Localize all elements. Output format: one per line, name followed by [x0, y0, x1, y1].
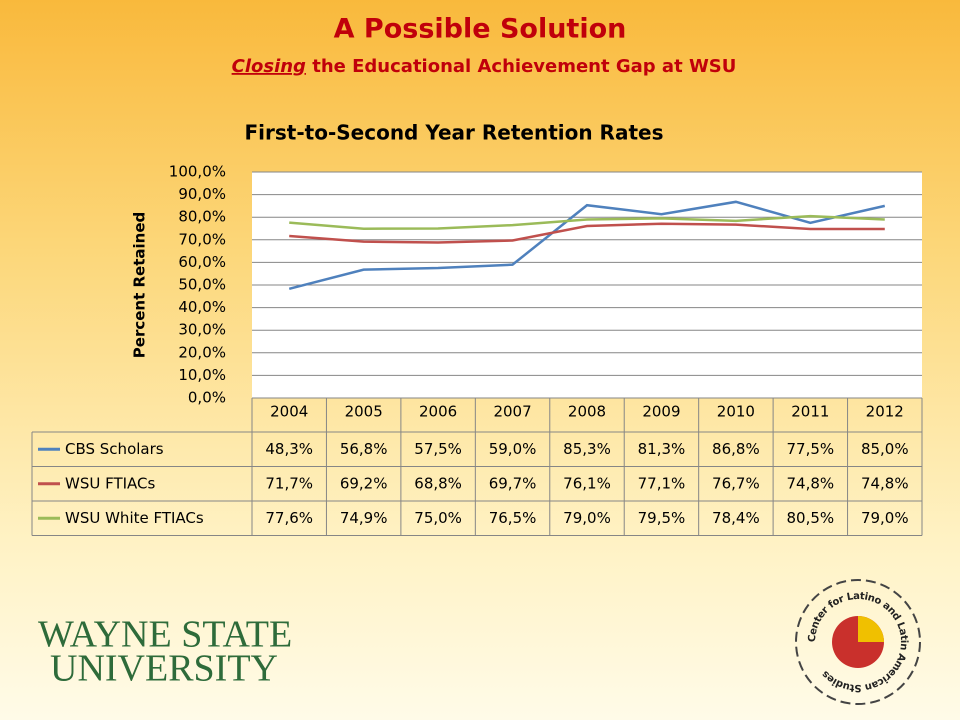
university-logo: WAYNE STATE UNIVERSITY	[38, 614, 292, 690]
series-line	[289, 214, 885, 230]
slide-title: A Possible Solution	[334, 14, 627, 45]
series-line	[288, 200, 886, 291]
y-tick-label: 100,0%	[169, 163, 226, 181]
table-value: 79,0%	[563, 509, 611, 527]
table-value: 86,8%	[712, 440, 760, 458]
table-value: 77,5%	[787, 440, 835, 458]
y-tick-label: 10,0%	[178, 366, 226, 384]
y-tick-label: 70,0%	[178, 230, 226, 248]
legend-label: CBS Scholars	[65, 440, 164, 458]
table-value: 56,8%	[340, 440, 388, 458]
x-tick-label: 2006	[419, 403, 457, 421]
logo-line2: UNIVERSITY	[50, 648, 278, 690]
table-value: 76,7%	[712, 474, 760, 492]
chart-title: First-to-Second Year Retention Rates	[245, 121, 664, 145]
table-value: 74,8%	[861, 474, 909, 492]
table-value: 77,1%	[638, 474, 686, 492]
table-value: 76,1%	[563, 474, 611, 492]
table-value: 74,9%	[340, 509, 388, 527]
table-value: 79,5%	[638, 509, 686, 527]
table-value: 59,0%	[489, 440, 537, 458]
table-value: 80,5%	[787, 509, 835, 527]
x-tick-label: 2009	[642, 403, 680, 421]
table-value: 81,3%	[638, 440, 686, 458]
series-line	[289, 222, 885, 244]
table-value: 85,3%	[563, 440, 611, 458]
table-value: 48,3%	[265, 440, 313, 458]
table-value: 77,6%	[265, 509, 313, 527]
table-value: 57,5%	[414, 440, 462, 458]
y-tick-label: 60,0%	[178, 253, 226, 271]
x-tick-label: 2011	[791, 403, 829, 421]
x-tick-label: 2010	[717, 403, 755, 421]
table-value: 79,0%	[861, 509, 909, 527]
slide-subtitle: Closing the Educational Achievement Gap …	[232, 56, 737, 77]
center-logo: Center for Latino and Latin American Stu…	[795, 579, 921, 705]
subtitle-emphasis: Closing	[232, 56, 306, 77]
logo-line1: WAYNE STATE	[38, 614, 292, 656]
x-tick-label: 2005	[345, 403, 383, 421]
logo-wedge	[858, 616, 884, 642]
y-tick-label: 40,0%	[178, 298, 226, 316]
x-tick-label: 2008	[568, 403, 606, 421]
x-tick-label: 2004	[270, 403, 308, 421]
y-tick-label: 50,0%	[178, 276, 226, 294]
y-tick-label: 80,0%	[178, 208, 226, 226]
x-tick-label: 2007	[493, 403, 531, 421]
logo-ring	[795, 579, 921, 705]
subtitle-rest: the Educational Achievement Gap at WSU	[312, 56, 736, 77]
y-tick-label: 90,0%	[178, 185, 226, 203]
table-value: 85,0%	[861, 440, 909, 458]
y-axis-label: Percent Retained	[131, 212, 149, 358]
y-tick-label: 0,0%	[188, 389, 226, 407]
legend-label: WSU FTIACs	[65, 474, 156, 492]
y-tick-label: 30,0%	[178, 321, 226, 339]
table-value: 76,5%	[489, 509, 537, 527]
table-value: 69,7%	[489, 474, 537, 492]
table-value: 71,7%	[265, 474, 313, 492]
table-value: 74,8%	[787, 474, 835, 492]
table-value: 68,8%	[414, 474, 462, 492]
table-value: 78,4%	[712, 509, 760, 527]
table-value: 69,2%	[340, 474, 388, 492]
legend-label: WSU White FTIACs	[65, 509, 204, 527]
table-value: 75,0%	[414, 509, 462, 527]
y-tick-label: 20,0%	[178, 343, 226, 361]
x-tick-label: 2012	[866, 403, 904, 421]
